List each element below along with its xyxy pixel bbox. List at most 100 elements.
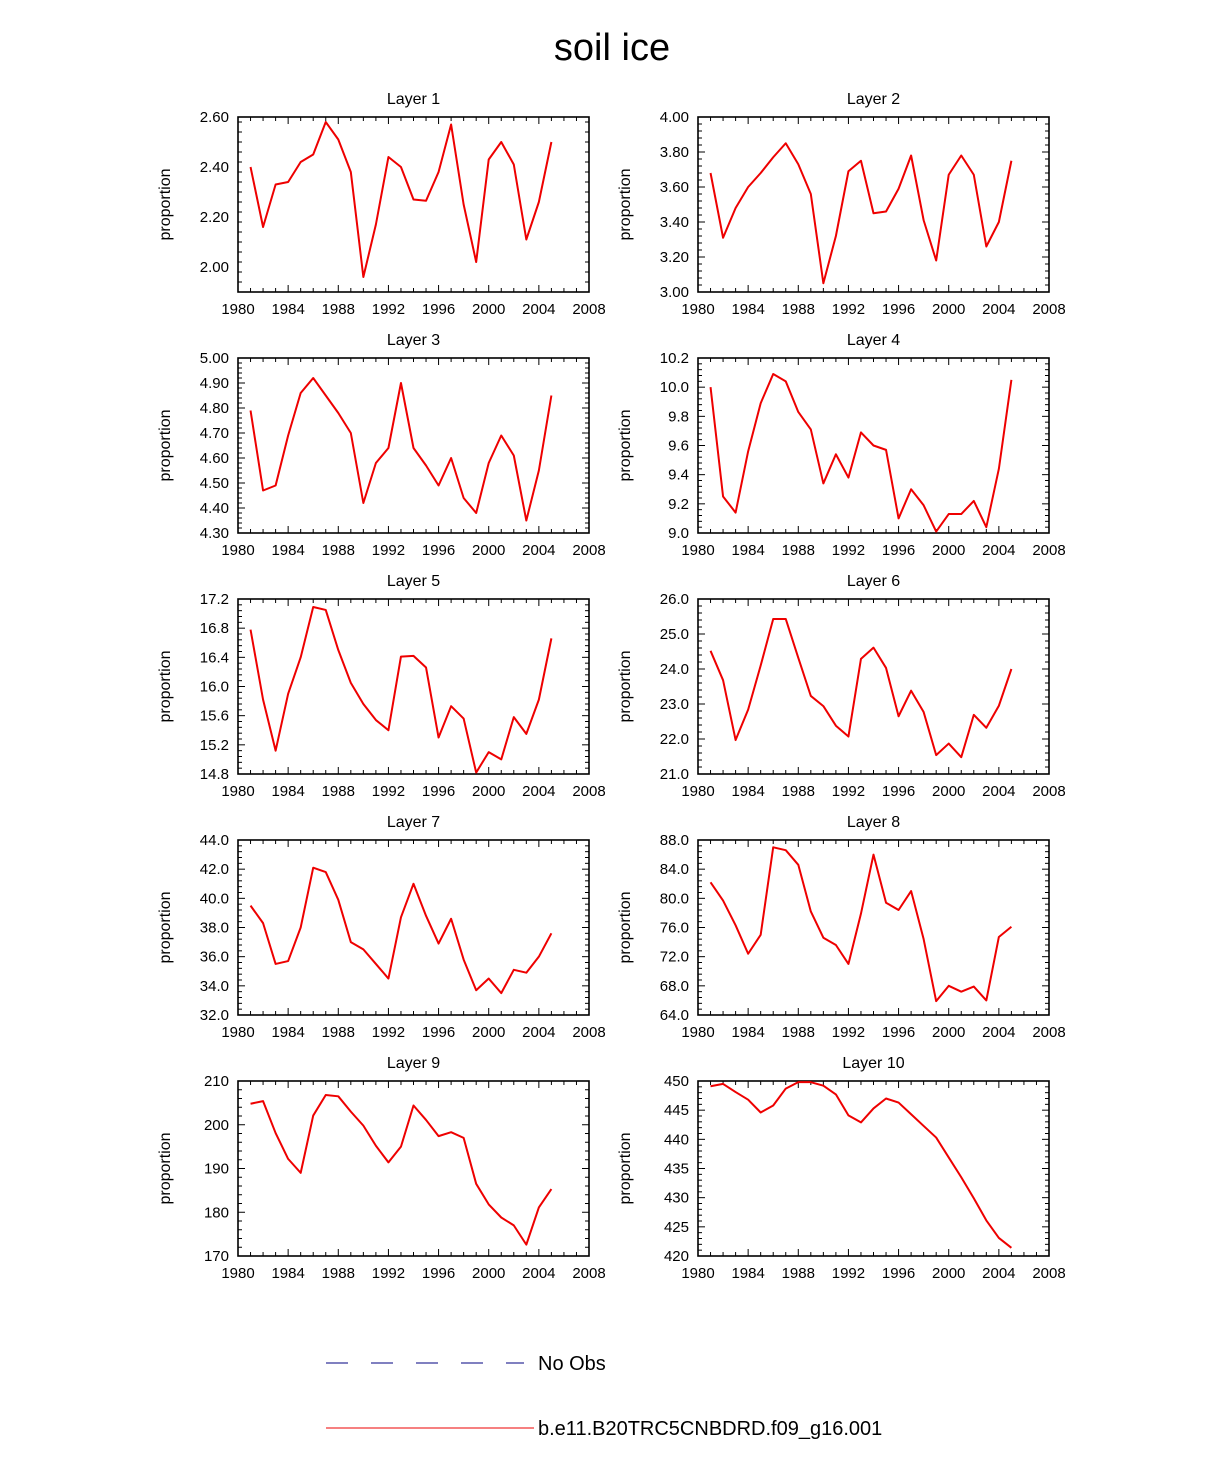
x-tick-label: 1980: [221, 542, 254, 559]
x-tick-label: 1996: [422, 1024, 455, 1041]
x-tick-label: 2004: [522, 1024, 555, 1041]
y-tick-label: 64.0: [660, 1007, 689, 1024]
y-tick-label: 17.2: [200, 591, 229, 608]
y-tick-label: 72.0: [660, 949, 689, 966]
x-tick-label: 2000: [472, 301, 505, 318]
x-tick-label: 2000: [472, 783, 505, 800]
x-tick-label: 2000: [472, 1265, 505, 1282]
y-tick-label: 420: [664, 1248, 689, 1265]
y-tick-label: 44.0: [200, 832, 229, 849]
x-tick-label: 1988: [322, 1265, 355, 1282]
y-tick-label: 36.0: [200, 949, 229, 966]
y-axis-label: proportion: [157, 168, 174, 240]
series-line-model: [249, 377, 553, 522]
x-tick-label: 1992: [372, 783, 405, 800]
y-axis-label: proportion: [617, 650, 634, 722]
x-tick-label: 2008: [572, 542, 605, 559]
y-tick-label: 3.60: [660, 179, 689, 196]
x-tick-label: 2008: [1032, 783, 1065, 800]
x-tick-label: 1996: [422, 301, 455, 318]
series-line-model: [249, 866, 553, 995]
y-axis-label: proportion: [617, 891, 634, 963]
x-tick-label: 2008: [572, 1265, 605, 1282]
x-tick-label: 1988: [782, 783, 815, 800]
x-tick-label: 2008: [1032, 301, 1065, 318]
y-axis-label: proportion: [617, 409, 634, 481]
x-tick-label: 2008: [572, 783, 605, 800]
x-tick-label: 2004: [982, 1024, 1015, 1041]
y-tick-label: 24.0: [660, 661, 689, 678]
y-tick-label: 34.0: [200, 978, 229, 995]
x-tick-label: 1984: [731, 783, 764, 800]
y-axis-label: proportion: [617, 168, 634, 240]
y-axis-label: proportion: [157, 409, 174, 481]
chart-panel-layer-10: Layer 10 1980 1984 1988 1992 1996 2000 2004 2008…: [617, 1055, 1066, 1282]
y-tick-label: 5.00: [200, 350, 229, 367]
y-tick-label: 42.0: [200, 861, 229, 878]
y-tick-label: 14.8: [200, 766, 229, 783]
chart-panel-layer-5: Layer 5 1980 1984 1988 1992 1996 2000 2004 2008 1…: [157, 573, 606, 800]
x-tick-label: 2004: [522, 301, 555, 318]
y-tick-label: 9.6: [668, 438, 689, 455]
x-tick-label: 1980: [681, 301, 714, 318]
y-tick-label: 4.70: [200, 425, 229, 442]
panel-title: Layer 7: [387, 814, 440, 831]
y-tick-label: 200: [204, 1117, 229, 1134]
y-tick-label: 170: [204, 1248, 229, 1265]
x-tick-label: 1992: [372, 1024, 405, 1041]
y-tick-label: 16.4: [200, 649, 229, 666]
y-tick-label: 22.0: [660, 731, 689, 748]
x-tick-label: 2008: [1032, 542, 1065, 559]
y-tick-label: 2.40: [200, 159, 229, 176]
x-tick-label: 1984: [731, 301, 764, 318]
series-line-model: [709, 846, 1013, 1003]
plot-frame: [697, 116, 1050, 293]
x-tick-label: 1988: [782, 301, 815, 318]
series-line-model: [250, 1094, 553, 1246]
chart-panel-layer-2: Layer 2 1980 1984 1988 1992 1996 2000 2004 2008 3…: [617, 91, 1066, 318]
plot-frame: [237, 839, 590, 1016]
series-line-model: [249, 606, 553, 774]
x-tick-label: 2004: [982, 301, 1015, 318]
y-tick-label: 3.40: [660, 214, 689, 231]
y-tick-label: 425: [664, 1219, 689, 1236]
y-tick-label: 23.0: [660, 696, 689, 713]
y-tick-label: 16.0: [200, 679, 229, 696]
x-tick-label: 1988: [782, 1024, 815, 1041]
y-tick-label: 4.30: [200, 525, 229, 542]
x-tick-label: 1992: [372, 542, 405, 559]
x-tick-label: 1988: [322, 301, 355, 318]
y-tick-label: 38.0: [200, 920, 229, 937]
series-line-model: [709, 142, 1013, 285]
y-tick-label: 4.60: [200, 450, 229, 467]
x-tick-label: 1988: [782, 1265, 815, 1282]
y-tick-label: 4.80: [200, 400, 229, 417]
y-tick-label: 4.50: [200, 475, 229, 492]
x-tick-label: 2008: [572, 301, 605, 318]
x-tick-label: 2004: [522, 783, 555, 800]
panel-title: Layer 8: [847, 814, 900, 831]
panel-title: Layer 4: [847, 332, 900, 349]
series-line-model: [709, 617, 1013, 759]
y-tick-label: 15.2: [200, 737, 229, 754]
x-tick-label: 1984: [731, 542, 764, 559]
x-tick-label: 1992: [832, 783, 865, 800]
y-tick-label: 25.0: [660, 626, 689, 643]
x-tick-label: 1988: [322, 783, 355, 800]
x-tick-label: 1996: [422, 542, 455, 559]
x-tick-label: 1992: [832, 1265, 865, 1282]
x-tick-label: 1992: [832, 301, 865, 318]
y-tick-label: 9.2: [668, 496, 689, 513]
y-tick-label: 3.20: [660, 249, 689, 266]
x-tick-label: 1984: [271, 542, 304, 559]
x-tick-label: 1996: [882, 542, 915, 559]
y-tick-label: 430: [664, 1190, 689, 1207]
y-tick-label: 26.0: [660, 591, 689, 608]
x-tick-label: 1980: [221, 783, 254, 800]
legend-label: No Obs: [538, 1353, 606, 1375]
y-axis-label: proportion: [157, 650, 174, 722]
x-tick-label: 2000: [932, 1265, 965, 1282]
x-tick-label: 2008: [1032, 1024, 1065, 1041]
series-line-model: [710, 1081, 1013, 1249]
